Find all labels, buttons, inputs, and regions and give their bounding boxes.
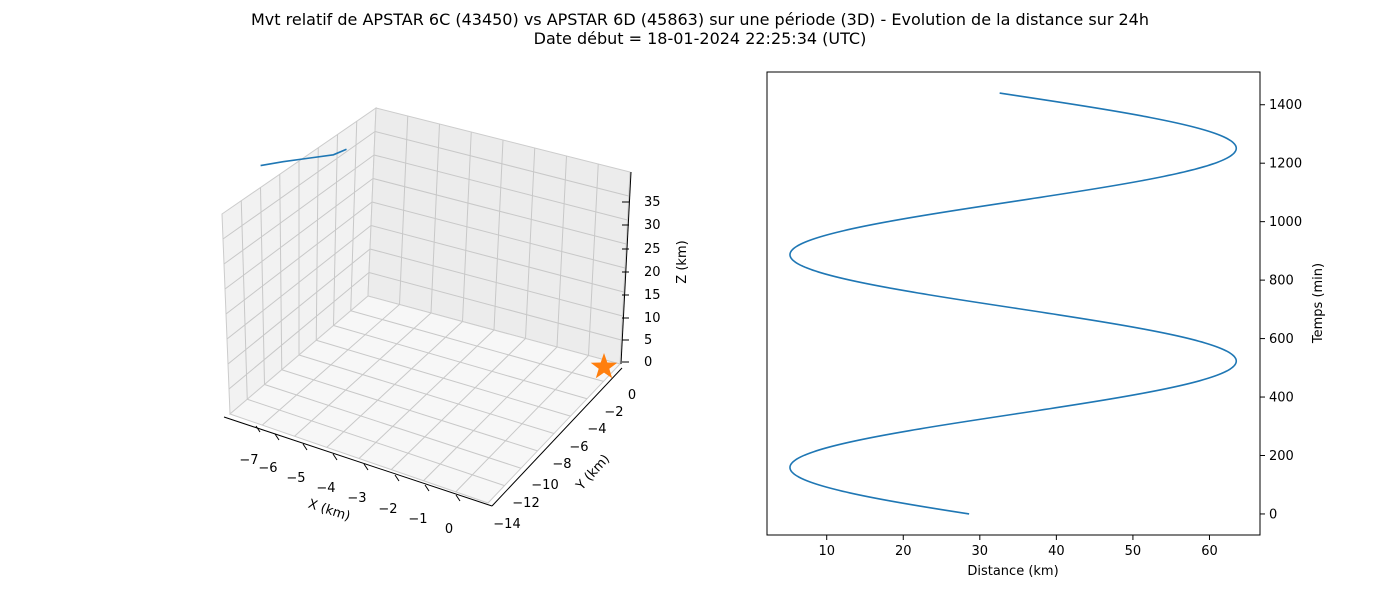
x-tick-label-2d: 50 [1125, 544, 1142, 559]
y-tick-label: −10 [531, 478, 558, 493]
panel-distance-plot: 10 20 30 40 50 60 0 200 400 600 800 1000 1200 1400 D… [766, 71, 1326, 579]
x-tick-label: −7 [239, 453, 258, 468]
figure-title-line2: Date début = 18-01-2024 22:25:34 (UTC) [534, 29, 867, 48]
x-tick-label: −5 [286, 471, 305, 486]
left-wall-grid-line [228, 272, 370, 390]
back-wall-grid-line [372, 178, 627, 245]
y-tick-label: −14 [493, 517, 520, 532]
x-tick-mark [363, 463, 369, 471]
back-wall-grid-line [374, 131, 629, 197]
x-tick-label: −2 [378, 502, 397, 517]
x-tick-label-2d: 30 [972, 544, 989, 559]
x-tick-mark [455, 494, 461, 502]
x-tick-mark [255, 425, 261, 433]
back-wall-grid-line [370, 225, 624, 293]
z-axis-line [620, 171, 632, 365]
x-tick-label: −3 [347, 491, 366, 506]
back-wall-grid-line [369, 248, 623, 317]
z-axis-label: Z (km) [675, 240, 690, 283]
x-tick-mark [424, 484, 430, 492]
floor-grid-line [333, 325, 588, 400]
origin-star-marker [590, 353, 618, 379]
y-tick-label-2d: 0 [1269, 507, 1277, 522]
y-tick-label-2d: 1000 [1269, 215, 1302, 230]
x-tick-label: −4 [316, 481, 335, 496]
y-tick-label-2d: 1400 [1269, 98, 1302, 113]
x-tick-label-2d: 40 [1048, 544, 1065, 559]
x-axis-line [223, 416, 493, 507]
left-wall-grid-line [224, 178, 374, 290]
x-tick-mark [302, 443, 308, 451]
distance-curve-line [789, 92, 1238, 515]
y-tick-label: −12 [512, 496, 539, 511]
x-tick-label: −6 [258, 461, 277, 476]
left-wall-grid-line [222, 131, 376, 240]
y-tick-label-2d: 1200 [1269, 157, 1302, 172]
floor-grid-line [350, 310, 604, 382]
y-tick-label-2d: 800 [1269, 274, 1294, 289]
floor-grid-line [316, 339, 571, 417]
ticks-3d: −7−6−5−4−3−2−100−2−4−6−8−10−12−140510152… [239, 195, 660, 537]
z-tick-label: 20 [644, 265, 661, 280]
left-wall-grid-line [225, 201, 373, 315]
plot-area-frame [766, 71, 1261, 536]
x-tick-label-2d: 10 [818, 544, 835, 559]
x-axis-label: X (km) [306, 497, 352, 525]
y-ticks-2d: 0 200 400 600 800 1000 1200 1400 [1260, 98, 1302, 522]
z-tick-label: 30 [644, 218, 661, 233]
x-axis-label-2d: Distance (km) [967, 564, 1058, 579]
y-tick-label: −4 [587, 422, 606, 437]
x-tick-label: −1 [408, 512, 427, 527]
trajectory-3d-line [260, 148, 347, 167]
y-tick-label-2d: 600 [1269, 332, 1294, 347]
x-tick-label-2d: 60 [1201, 544, 1218, 559]
left-wall-grid-line [223, 154, 375, 265]
y-axis-line [491, 367, 623, 507]
y-axis-label-2d: Temps (min) [1311, 263, 1326, 344]
y-tick-label: −6 [569, 440, 588, 455]
floor-grid-line [423, 346, 558, 482]
z-tick-label: 5 [644, 333, 652, 348]
z-tick-label: 0 [644, 355, 652, 370]
left-wall-grid-line [226, 225, 372, 340]
z-tick-label: 25 [644, 242, 661, 257]
y-axis-label: Y (km) [573, 452, 613, 494]
grid-3d [222, 115, 629, 493]
back-wall-grid-line [371, 201, 626, 269]
back-wall-grid-line [368, 272, 622, 341]
z-tick-label: 15 [644, 288, 661, 303]
panel-3d-plot: −7−6−5−4−3−2−100−2−4−6−8−10−12−140510152… [221, 107, 690, 537]
y-tick-label-2d: 400 [1269, 391, 1294, 406]
floor-grid-line [298, 354, 555, 434]
y-tick-label: 0 [628, 388, 636, 403]
y-tick-label-2d: 200 [1269, 449, 1294, 464]
left-wall-grid-line [227, 248, 371, 365]
y-tick-label: −8 [552, 457, 571, 472]
figure-title-line1: Mvt relatif de APSTAR 6C (43450) vs APST… [251, 10, 1149, 29]
x-tick-mark [274, 433, 280, 441]
y-tick-label: −2 [604, 405, 623, 420]
x-tick-mark [394, 474, 400, 482]
x-tick-label-2d: 20 [895, 544, 912, 559]
back-wall-grid-line [373, 154, 628, 221]
x-tick-label: 0 [445, 522, 453, 537]
floor-grid-line [390, 338, 526, 470]
z-tick-label: 35 [644, 195, 661, 210]
floor-grid-line [455, 355, 589, 493]
x-tick-mark [332, 453, 338, 461]
z-tick-label: 10 [644, 311, 661, 326]
x-ticks-2d: 10 20 30 40 50 60 [818, 535, 1218, 559]
pane-floor [229, 295, 621, 504]
